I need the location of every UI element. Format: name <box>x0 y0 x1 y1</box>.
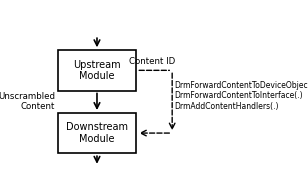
Text: Upstream
Module: Upstream Module <box>73 60 121 81</box>
Text: Unscrambled
Content: Unscrambled Content <box>0 92 55 111</box>
Text: Downstream
Module: Downstream Module <box>66 122 128 144</box>
Text: Content ID: Content ID <box>129 57 176 66</box>
Text: DrmForwardContentToDeviceObject(.)
DrmForwardContentToInterface(.)
DrmAddContent: DrmForwardContentToDeviceObject(.) DrmFo… <box>175 81 308 111</box>
Bar <box>58 50 136 90</box>
Bar <box>58 113 136 153</box>
